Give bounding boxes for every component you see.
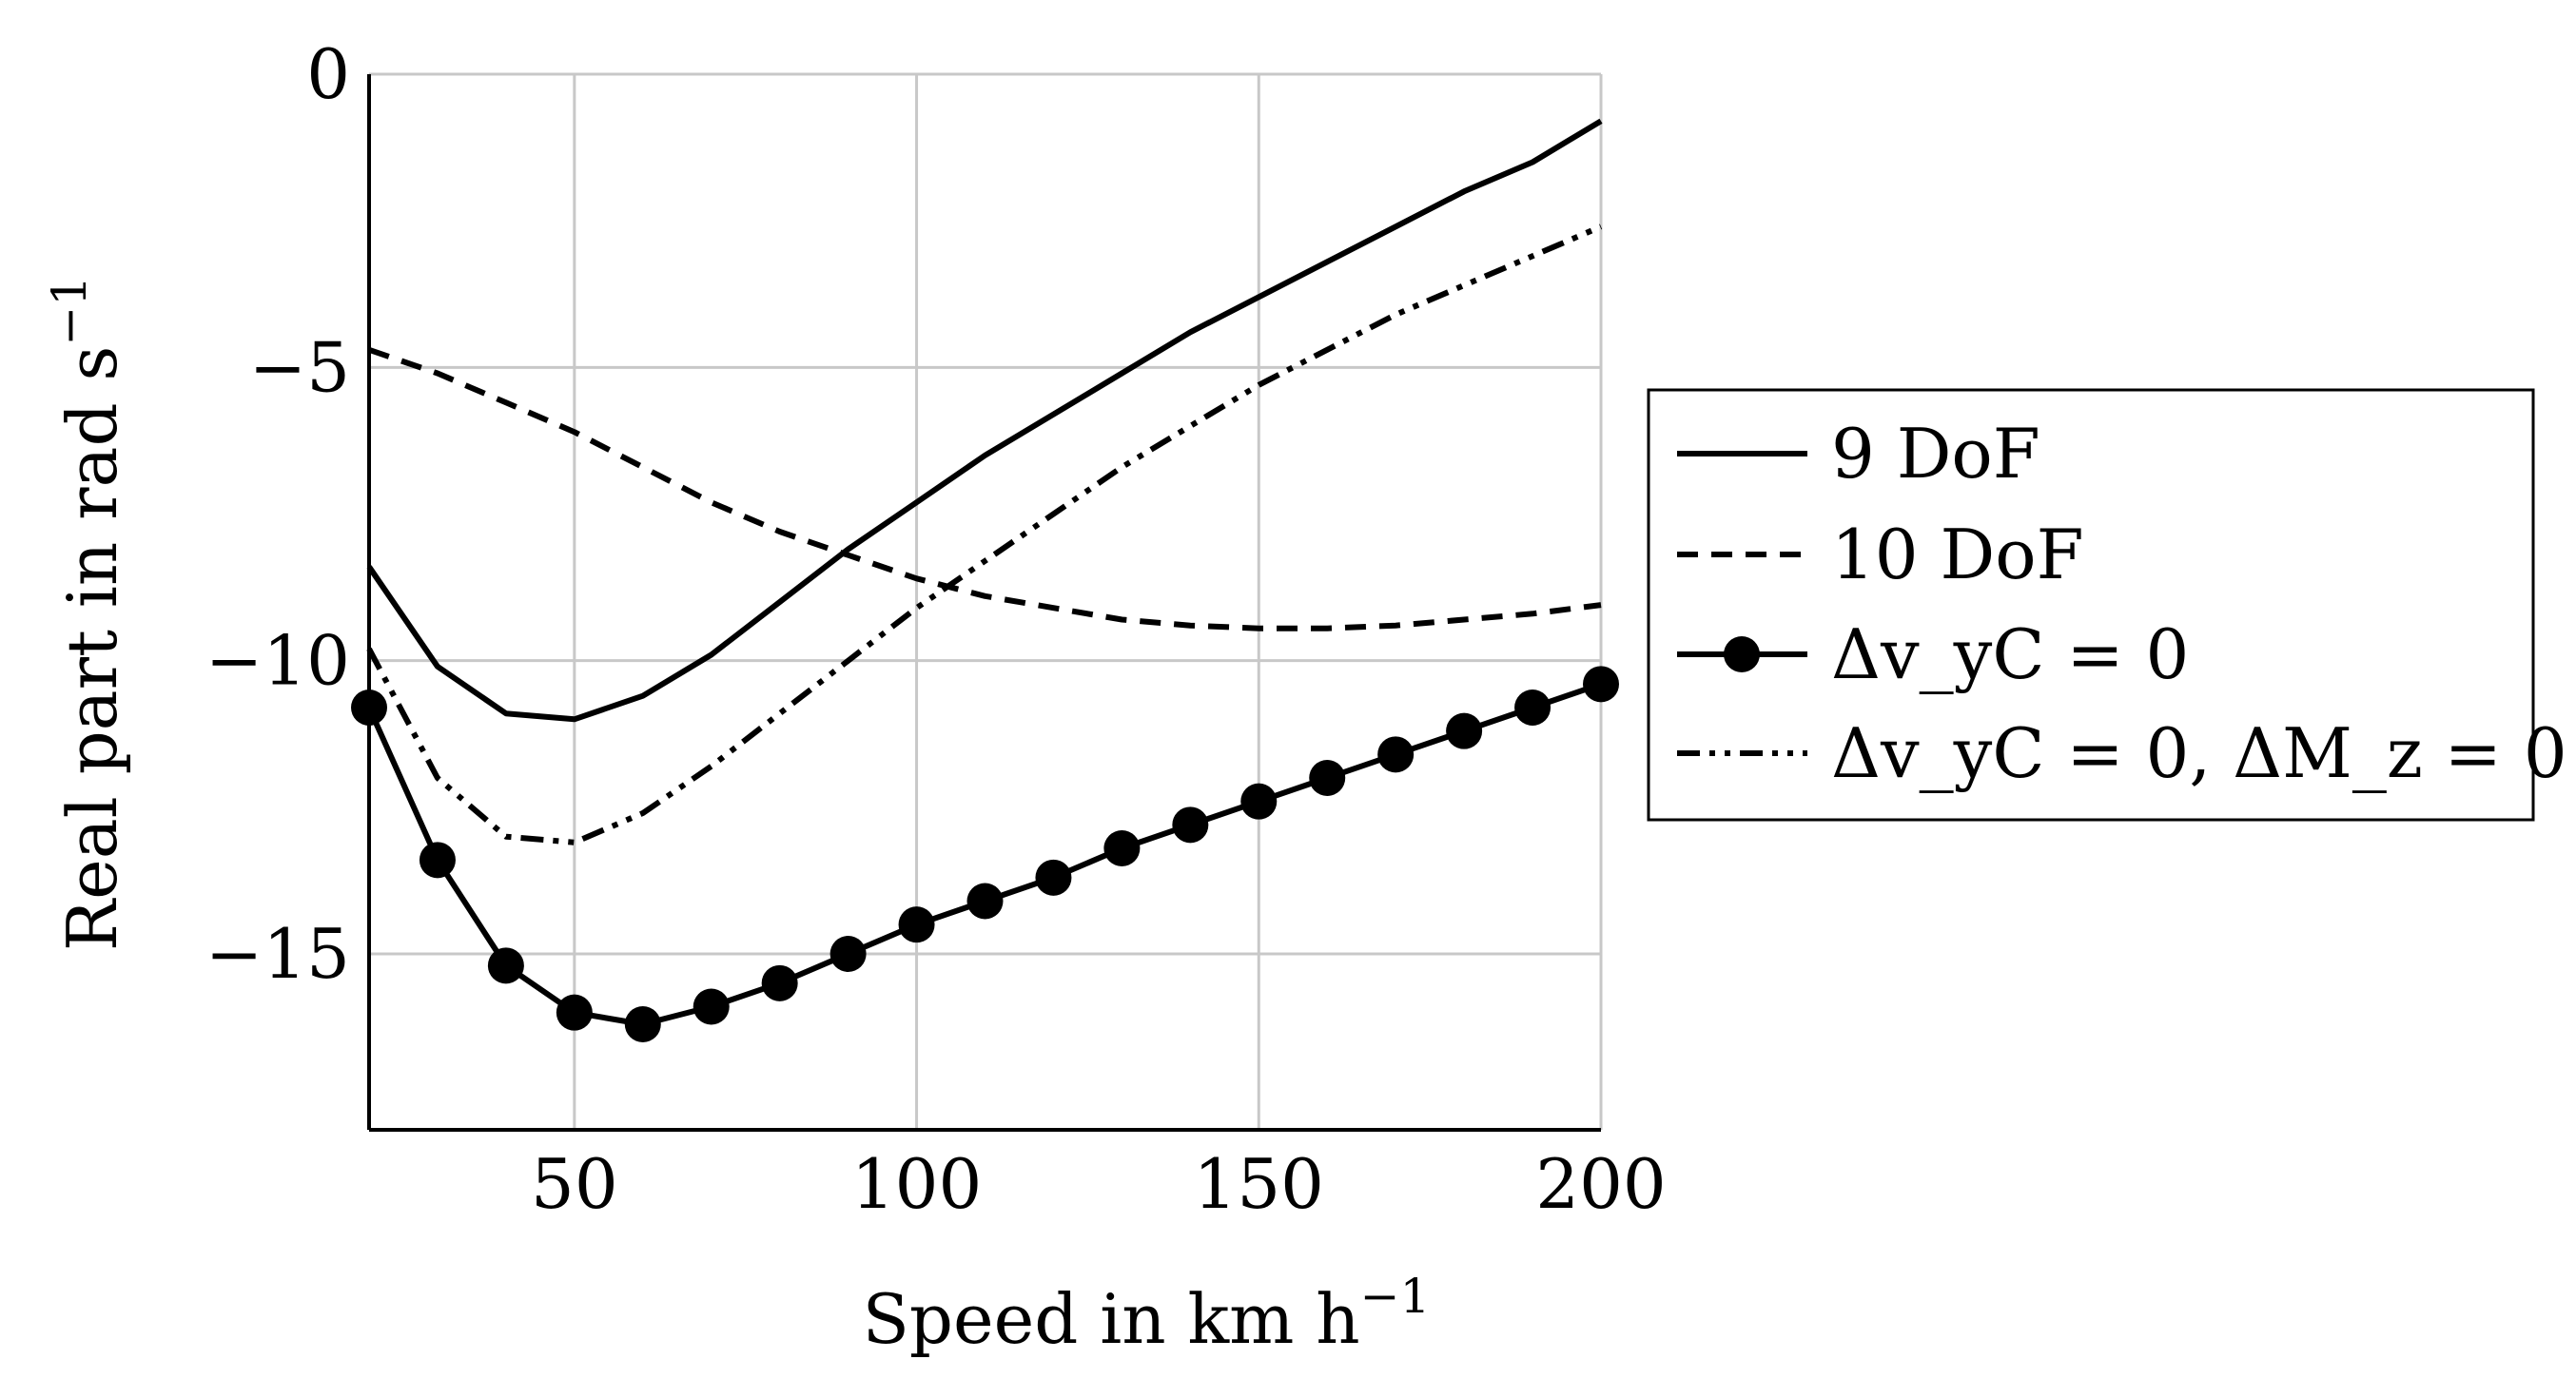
y-tick-label-neg10: −10 (205, 621, 350, 701)
data-point-2-10 (1035, 859, 1072, 896)
x-tick-label-100: 100 (851, 1144, 982, 1224)
x-axis-title: Speed in km h−1 (863, 1269, 1431, 1359)
legend-entry-dv-yc: Δv_yC = 0 (1677, 614, 2189, 694)
data-point-2-5 (693, 988, 730, 1025)
x-tick-label-150: 150 (1194, 1144, 1324, 1224)
y-tick-label-0: 0 (306, 34, 350, 114)
series-lines (351, 118, 1619, 1042)
legend-label-dv-yc-dmz: Δv_yC = 0, ΔM_z = 0 (1831, 713, 2567, 793)
data-point-2-1 (419, 842, 456, 879)
data-point-2-14 (1309, 760, 1346, 796)
legend-entry-dv-yc-dmz: Δv_yC = 0, ΔM_z = 0 (1677, 713, 2567, 793)
grid (369, 72, 1603, 1130)
data-point-2-16 (1446, 712, 1483, 749)
axes (367, 74, 1601, 1132)
series-line-2 (366, 681, 1602, 1027)
legend-marker-dot (1724, 636, 1760, 672)
tick-labels: 50 100 150 200 0 −5 −10 −15 (205, 34, 1667, 1224)
series-line-0 (366, 118, 1603, 723)
legend-label-dv-yc: Δv_yC = 0 (1831, 614, 2189, 694)
data-point-2-15 (1377, 736, 1415, 773)
x-tick-label-200: 200 (1535, 1144, 1666, 1224)
legend-box (1647, 388, 2535, 822)
legend-label-10-dof: 10 DoF (1831, 515, 2084, 594)
data-point-2-3 (556, 994, 593, 1031)
legend: 9 DoF 10 DoF Δv_yC = 0 Δv_yC = 0, ΔM_z =… (1647, 388, 2567, 822)
data-point-2-9 (966, 883, 1004, 920)
x-tick-label-50: 50 (531, 1144, 618, 1224)
data-point-2-2 (487, 947, 524, 984)
legend-label-9-dof: 9 DoF (1831, 414, 2040, 494)
y-axis-title: Real part in rad s−1 (42, 276, 132, 951)
series-line-1 (368, 346, 1602, 631)
legend-entry-10-dof: 10 DoF (1677, 515, 2084, 594)
y-tick-label-neg5: −5 (249, 327, 350, 407)
data-point-2-17 (1514, 690, 1551, 726)
data-point-2-7 (829, 936, 867, 972)
data-point-2-13 (1240, 783, 1278, 820)
series-line-3 (366, 223, 1603, 845)
data-point-2-8 (898, 906, 935, 943)
y-tick-label-neg15: −15 (205, 914, 350, 994)
legend-entry-9-dof: 9 DoF (1677, 414, 2040, 494)
data-point-2-4 (624, 1006, 661, 1042)
data-point-2-11 (1103, 830, 1141, 866)
data-point-2-12 (1172, 806, 1209, 844)
data-point-2-6 (761, 964, 798, 1001)
data-point-2-18 (1583, 666, 1619, 703)
